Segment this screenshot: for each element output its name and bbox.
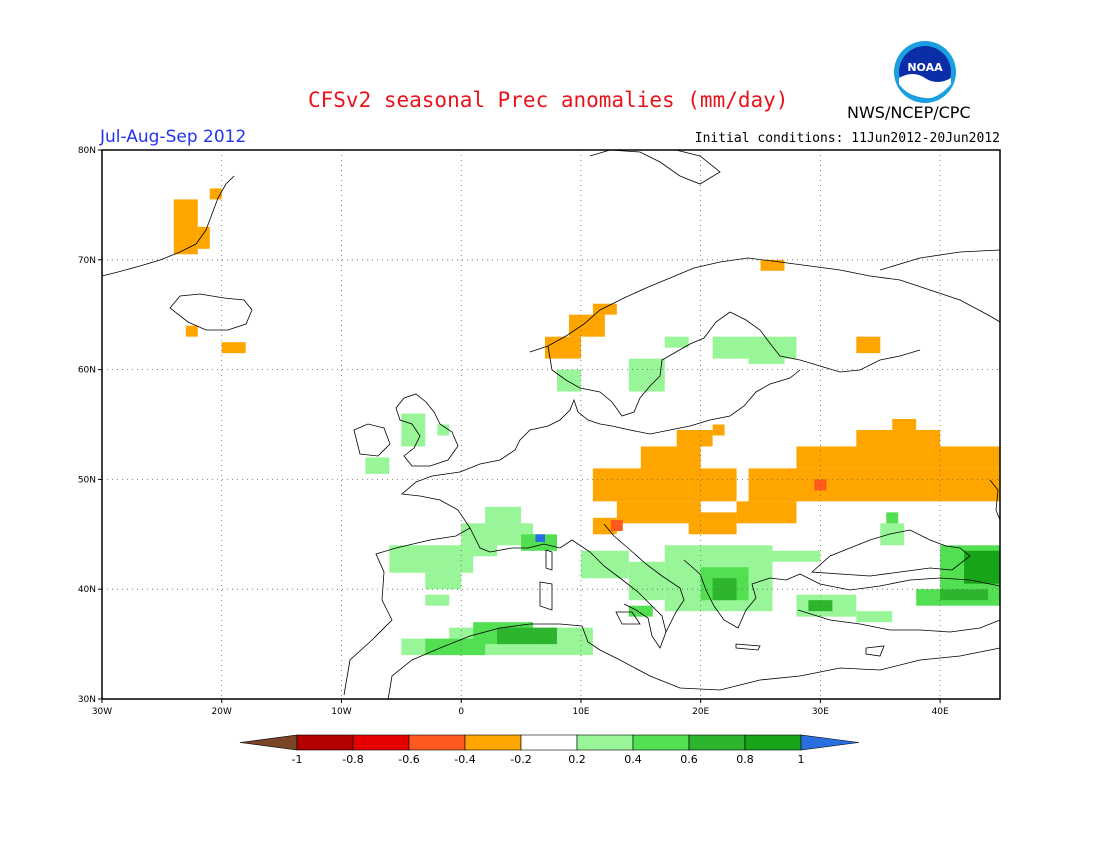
agency-label: NWS/NCEP/CPC	[847, 103, 971, 122]
colorbar-lower-arrow	[239, 734, 298, 751]
lon-tick-label: 10E	[572, 707, 589, 717]
anomaly-cell	[796, 446, 1000, 469]
map-title: CFSv2 seasonal Prec anomalies (mm/day)	[308, 88, 789, 112]
anomaly-cell	[209, 188, 222, 200]
anomaly-cell	[592, 303, 617, 315]
lat-tick-label: 30N	[78, 695, 96, 705]
anomaly-cell	[425, 572, 462, 590]
anomaly-cell	[401, 413, 426, 447]
anomaly-cell	[676, 429, 713, 447]
lon-tick-label: 20E	[692, 707, 709, 717]
anomaly-cell	[892, 419, 917, 436]
colorbar-label: 0.2	[568, 753, 586, 766]
colorbar-bin	[632, 734, 690, 751]
svg-text:NOAA: NOAA	[907, 61, 943, 74]
anomaly-cell	[425, 594, 450, 606]
anomaly-cell	[886, 512, 899, 524]
anomaly-cell	[856, 611, 893, 623]
anomaly-cell	[497, 627, 557, 645]
anomaly-cell	[437, 424, 450, 436]
colorbar-bin	[576, 734, 634, 751]
anomaly-cell	[365, 457, 390, 474]
colorbar-label: -1	[292, 753, 303, 766]
colorbar-label: 1	[798, 753, 805, 766]
lat-tick-label: 40N	[78, 585, 96, 595]
lon-tick-label: 20W	[212, 707, 232, 717]
anomaly-cell	[173, 199, 198, 255]
anomaly-cell	[712, 424, 725, 436]
colorbar-label: -0.2	[510, 753, 531, 766]
lat-tick-label: 70N	[78, 256, 96, 266]
anomaly-cell	[580, 550, 629, 579]
colorbar-label: -0.8	[342, 753, 363, 766]
anomaly-cell	[628, 561, 665, 601]
anomaly-cell	[688, 512, 737, 535]
colorbar-upper-arrow	[800, 734, 860, 751]
map-frame	[101, 149, 1001, 700]
anomaly-cell	[556, 369, 581, 392]
anomaly-cell	[461, 523, 534, 546]
anomaly-cell	[568, 314, 605, 337]
colorbar-label: 0.8	[736, 753, 754, 766]
anomaly-cell	[545, 336, 581, 359]
anomaly-cell	[221, 342, 246, 354]
lat-tick-label: 50N	[78, 475, 96, 485]
latitude-labels: 30N 40N 50N 60N 70N 80N	[78, 146, 102, 705]
anomaly-cell	[521, 534, 557, 551]
colorbar-label: 0.4	[624, 753, 642, 766]
colorbar-label: 0.6	[680, 753, 698, 766]
lon-tick-label: 30E	[812, 707, 829, 717]
anomaly-cell	[856, 336, 881, 354]
anomaly-cell	[616, 501, 701, 524]
lon-tick-label: 30W	[92, 707, 112, 717]
anomaly-cell	[389, 556, 474, 573]
anomaly-cell	[535, 534, 546, 542]
colorbar-bin	[744, 734, 802, 751]
anomaly-cell	[610, 520, 623, 532]
period-label: Jul-Aug-Sep 2012	[100, 127, 247, 147]
longitude-labels: 30W 20W 10W 0 10E 20E 30E 40E	[92, 699, 949, 717]
anomaly-cell	[760, 259, 785, 271]
anomaly-cells	[173, 188, 1000, 656]
anomaly-cell	[880, 523, 905, 546]
colorbar-bin	[408, 734, 466, 751]
anomaly-cell	[940, 589, 989, 601]
anomaly-cell	[772, 550, 821, 562]
lon-tick-label: 10W	[331, 707, 351, 717]
lat-tick-label: 60N	[78, 366, 96, 376]
anomaly-cell	[814, 479, 827, 491]
anomaly-cell	[185, 325, 198, 337]
colorbar-label: -0.4	[454, 753, 475, 766]
initial-conditions-label: Initial conditions: 11Jun2012-20Jun2012	[694, 131, 1000, 146]
anomaly-cell	[736, 501, 797, 524]
colorbar-bin	[296, 734, 354, 751]
anomaly-cell	[712, 578, 737, 601]
coastlines	[101, 149, 1001, 701]
colorbar-bin	[520, 734, 578, 751]
anomaly-cell	[628, 605, 653, 617]
lon-tick-label: 40E	[932, 707, 949, 717]
colorbar-bin	[464, 734, 522, 751]
anomaly-cell	[748, 468, 1000, 502]
colorbar-bin	[688, 734, 746, 751]
colorbar: -1 -0.8 -0.6 -0.4 -0.2 0.2 0.4 0.6 0.8 1	[239, 734, 860, 766]
anomaly-cell	[748, 353, 785, 365]
anomaly-cell	[592, 468, 737, 502]
anomaly-cell	[664, 336, 689, 348]
colorbar-bin	[352, 734, 410, 751]
lat-tick-label: 80N	[78, 146, 96, 156]
anomaly-cell	[856, 429, 941, 447]
anomaly-cell	[389, 545, 498, 557]
anomaly-cell	[425, 638, 486, 656]
lon-tick-label: 0	[458, 707, 464, 717]
anomaly-cell	[485, 506, 522, 524]
colorbar-label: -0.6	[398, 753, 419, 766]
noaa-logo-icon: NOAA	[894, 41, 956, 103]
anomaly-cell	[197, 226, 210, 249]
anomaly-cell	[628, 358, 665, 392]
